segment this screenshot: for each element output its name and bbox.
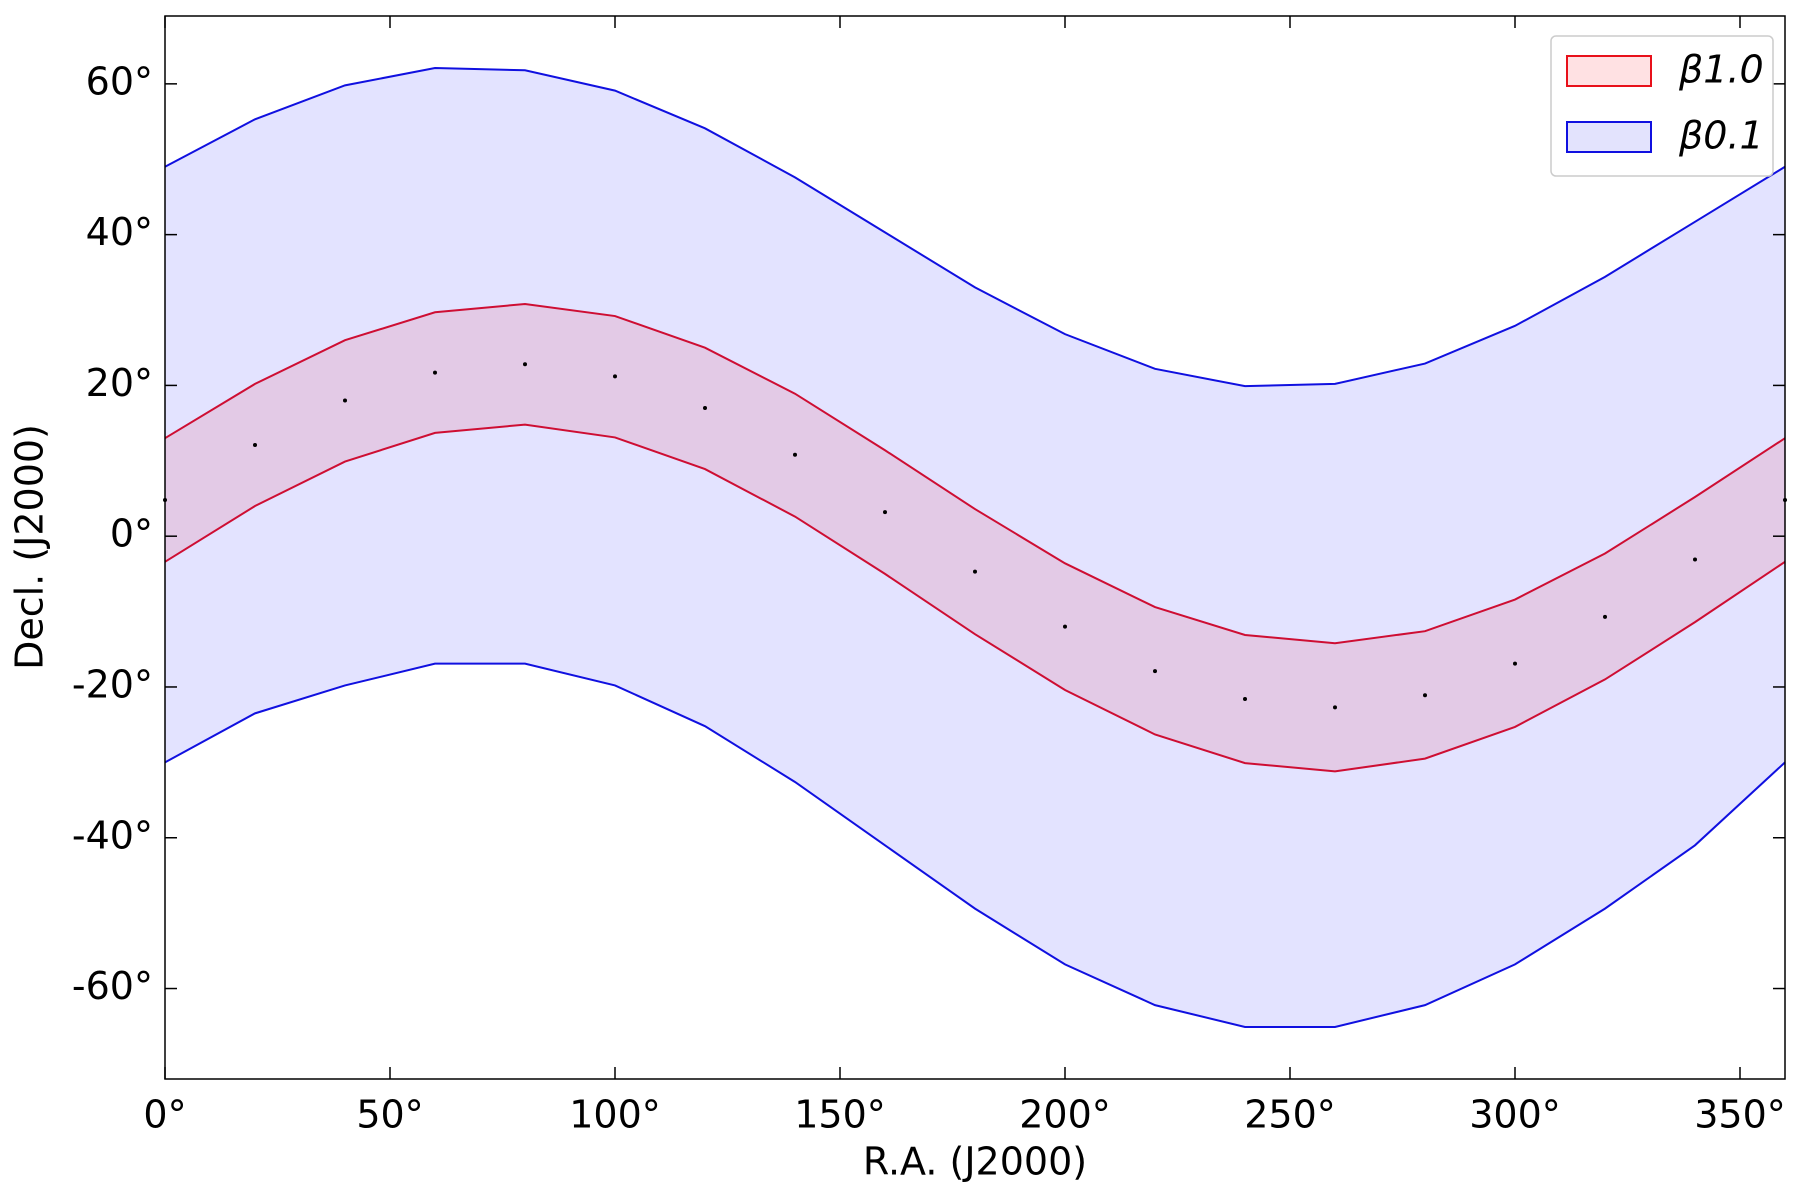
y-tick-label: 20° [86, 361, 153, 405]
point [793, 452, 797, 457]
y-axis-label: Decl. (J2000) [8, 424, 52, 670]
x-tick-label: 150° [794, 1093, 886, 1137]
point [1603, 614, 1607, 619]
point [523, 362, 527, 367]
legend-label: β0.1 [1678, 114, 1764, 158]
point [973, 569, 977, 574]
point [883, 510, 887, 515]
point [703, 406, 707, 411]
x-tick-label: 100° [569, 1093, 661, 1137]
legend-swatch [1566, 121, 1652, 153]
y-tick-label: -60° [72, 964, 153, 1008]
point [1513, 661, 1517, 666]
point [1693, 557, 1697, 562]
point [1423, 693, 1427, 698]
y-tick-label: -20° [72, 662, 153, 706]
y-tick-label: 40° [86, 210, 153, 254]
x-tick-label: 50° [356, 1093, 423, 1137]
band-edge [164, 67, 1786, 388]
x-tick-label: 0° [143, 1093, 186, 1137]
x-tick-label: 350° [1694, 1093, 1786, 1137]
point [253, 442, 257, 447]
point [1333, 705, 1337, 710]
x-tick-label: 250° [1244, 1093, 1336, 1137]
band-edge [164, 302, 1786, 645]
band-fill [165, 68, 1785, 1027]
x-tick-label: 200° [1019, 1093, 1111, 1137]
band-edge [164, 662, 1786, 1028]
band-edge [164, 423, 1786, 773]
x-tick-label: 300° [1469, 1093, 1561, 1137]
legend-swatch [1566, 55, 1652, 87]
x-axis-label: R.A. (J2000) [863, 1140, 1087, 1184]
point [613, 374, 617, 379]
y-tick-label: -40° [72, 813, 153, 857]
y-tick-label: 0° [110, 512, 153, 556]
point [343, 398, 347, 403]
legend-label: β1.0 [1678, 48, 1764, 92]
point [433, 370, 437, 375]
point [1243, 697, 1247, 702]
y-tick-label: 60° [86, 59, 153, 103]
axes-frame [164, 15, 1786, 1080]
plot-area [163, 67, 1787, 1028]
point [1153, 669, 1157, 674]
point [1063, 624, 1067, 629]
band-fill [165, 303, 1785, 772]
